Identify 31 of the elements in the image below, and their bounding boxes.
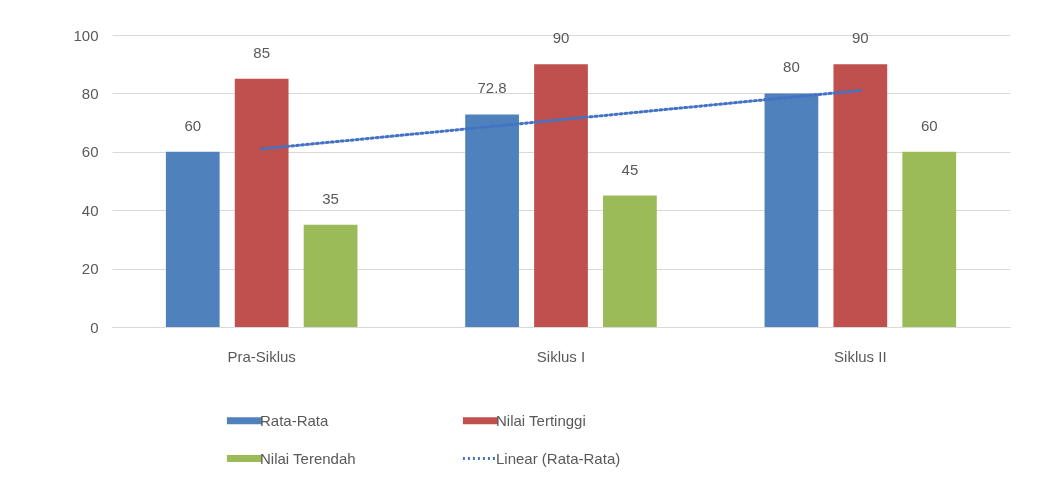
- x-tick-label: Pra-Siklus: [227, 347, 296, 365]
- data-label: 90: [851, 29, 869, 47]
- bar: [764, 93, 819, 327]
- y-tick-label: 80: [81, 84, 99, 102]
- data-label: 45: [621, 160, 639, 178]
- legend-label: Linear (Rata-Rata): [496, 449, 621, 467]
- data-label: 80: [783, 58, 800, 76]
- bar: [603, 195, 657, 327]
- x-tick-label: Siklus II: [834, 347, 887, 365]
- data-label: 60: [184, 116, 202, 134]
- legend-label: Nilai Tertinggi: [496, 411, 586, 429]
- data-label: 35: [322, 189, 339, 207]
- x-tick-label: Siklus I: [536, 347, 586, 365]
- legend-label: Nilai Terendah: [260, 449, 356, 467]
- bar: [465, 114, 519, 327]
- bar: [165, 151, 220, 327]
- bar: [534, 64, 588, 327]
- legend-label: Rata-Rata: [260, 411, 330, 429]
- bar: [833, 64, 888, 327]
- y-tick-label: 20: [81, 260, 99, 278]
- bar: [234, 78, 289, 327]
- bar: [303, 224, 358, 327]
- y-tick-label: 40: [81, 201, 99, 219]
- y-tick-label: 0: [90, 318, 99, 336]
- y-tick-label: 60: [81, 143, 99, 161]
- data-label: 72.8: [477, 79, 507, 97]
- y-tick-label: 100: [73, 26, 99, 44]
- data-label: 90: [552, 29, 570, 47]
- data-label: 85: [253, 43, 271, 61]
- bar: [902, 151, 957, 327]
- data-label: 60: [920, 116, 938, 134]
